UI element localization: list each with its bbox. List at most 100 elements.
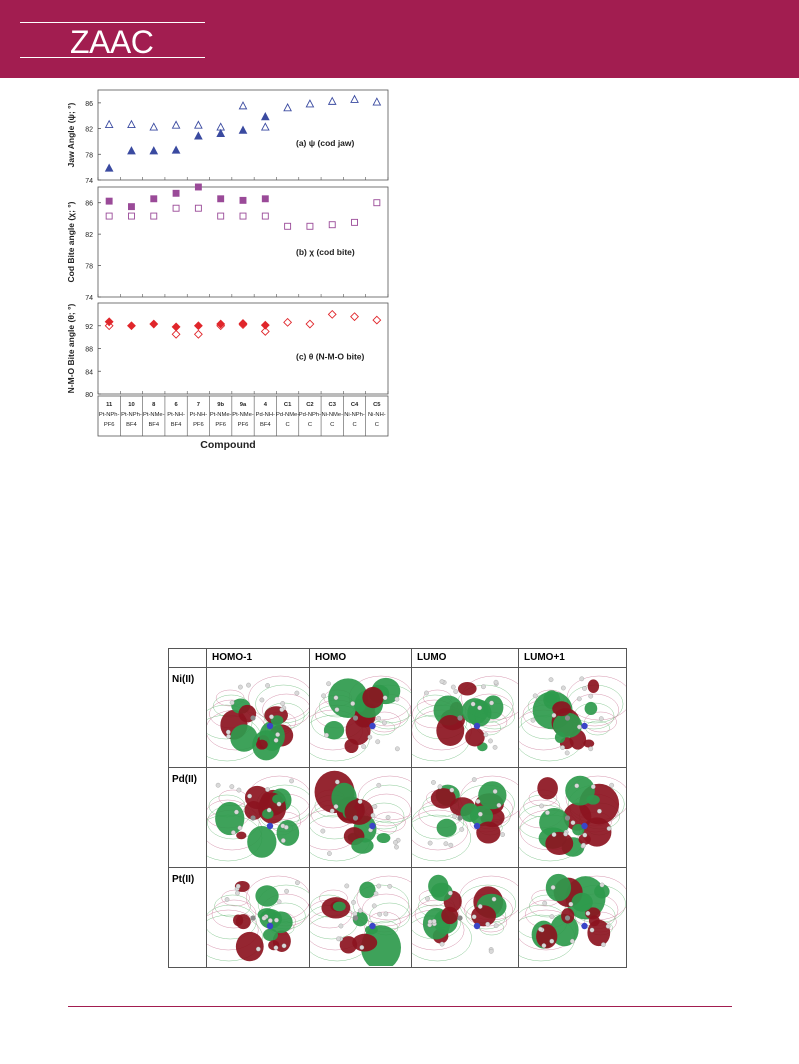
category-label: C bbox=[286, 422, 290, 428]
y-tick-label: 78 bbox=[85, 152, 93, 159]
category-label: Pt-NPh- bbox=[121, 412, 142, 418]
data-point bbox=[327, 96, 337, 105]
data-point bbox=[150, 212, 158, 220]
data-point bbox=[127, 119, 136, 128]
y-tick-label: 92 bbox=[85, 324, 93, 331]
y-tick-label: 82 bbox=[85, 127, 93, 134]
category-label: C bbox=[308, 422, 312, 428]
plot-frame bbox=[97, 89, 389, 181]
data-point bbox=[194, 120, 203, 129]
data-point bbox=[105, 197, 113, 205]
orbital-row-label: Pd(II) bbox=[168, 767, 207, 868]
data-point bbox=[216, 122, 226, 131]
data-point bbox=[373, 199, 381, 207]
category-label: Pt-NMe- bbox=[232, 412, 254, 418]
category-label: C1 bbox=[284, 402, 292, 408]
data-point bbox=[305, 319, 315, 329]
orbital-table: HOMO-1 HOMO LUMO LUMO+1 Ni(II) Pd(II) Pt… bbox=[168, 648, 627, 968]
data-point bbox=[104, 163, 114, 172]
panel-annotation: (a) ψ (cod jaw) bbox=[296, 138, 355, 148]
data-point bbox=[351, 218, 358, 226]
data-point bbox=[216, 319, 226, 329]
data-point bbox=[194, 131, 203, 140]
data-point bbox=[327, 309, 337, 319]
orbital-isosurface-render bbox=[412, 675, 518, 762]
angle-scatter-figure: 74 78 82 86 Jaw Angle (ψ; °) (a) ψ (cod jaw) 7… bbox=[66, 89, 389, 451]
category-label: PF6 bbox=[193, 422, 204, 428]
orbital-image bbox=[206, 667, 310, 768]
category-label: Pt-NH- bbox=[167, 412, 185, 418]
y-tick-label: 82 bbox=[85, 232, 93, 239]
orbital-column-header: HOMO-1 bbox=[206, 648, 310, 668]
data-point bbox=[216, 321, 226, 331]
category-label: C bbox=[375, 422, 379, 428]
data-point bbox=[239, 212, 247, 220]
orbital-image bbox=[309, 667, 412, 768]
orbital-isosurface-render bbox=[412, 775, 518, 862]
orbital-isosurface-render bbox=[310, 770, 411, 862]
category-label: 11 bbox=[106, 402, 113, 408]
category-label: C2 bbox=[306, 402, 313, 408]
category-label: C5 bbox=[373, 402, 381, 408]
data-point bbox=[149, 146, 159, 155]
category-label: Pd-NMe- bbox=[276, 412, 299, 418]
category-label: 10 bbox=[128, 402, 134, 408]
data-point bbox=[194, 183, 202, 191]
header-rule-top bbox=[20, 22, 205, 23]
data-point bbox=[127, 146, 136, 155]
data-point bbox=[305, 99, 315, 108]
orbital-row-label: Ni(II) bbox=[168, 667, 207, 768]
category-label: PF6 bbox=[215, 422, 226, 428]
data-point bbox=[171, 120, 181, 129]
y-axis-label: N-M-O Bite angle (θ; °) bbox=[66, 303, 76, 393]
orbital-isosurface-render bbox=[412, 874, 518, 962]
journal-header-bar: ZAAC bbox=[0, 0, 799, 78]
orbital-isosurface-render bbox=[207, 675, 309, 762]
journal-title: ZAAC bbox=[70, 24, 154, 60]
category-label: 9a bbox=[240, 402, 247, 408]
header-rule-bottom bbox=[20, 57, 205, 58]
data-point bbox=[194, 204, 202, 212]
orbital-column-header: LUMO+1 bbox=[518, 648, 627, 668]
plot-frame bbox=[97, 302, 389, 395]
data-point bbox=[172, 189, 180, 197]
category-label: Pd-NH- bbox=[256, 412, 275, 418]
x-axis-label: Compound bbox=[200, 439, 255, 451]
data-point bbox=[261, 212, 269, 220]
data-point bbox=[260, 122, 270, 131]
data-point bbox=[350, 94, 359, 103]
data-point bbox=[260, 320, 270, 330]
orbital-isosurface-render bbox=[310, 675, 411, 762]
category-label: 4 bbox=[264, 402, 268, 408]
data-point bbox=[104, 119, 114, 128]
orbital-isosurface-render bbox=[310, 875, 411, 966]
orbital-image bbox=[411, 867, 519, 968]
orbital-column-header: LUMO bbox=[411, 648, 519, 668]
category-label: C bbox=[352, 422, 356, 428]
y-tick-label: 84 bbox=[85, 369, 93, 376]
data-point bbox=[260, 327, 270, 336]
data-point bbox=[238, 319, 248, 328]
data-point bbox=[239, 196, 247, 204]
category-label: BF4 bbox=[126, 422, 137, 428]
data-point bbox=[171, 145, 181, 154]
category-label: C3 bbox=[329, 402, 337, 408]
data-point bbox=[171, 329, 181, 339]
y-tick-label: 78 bbox=[85, 264, 93, 271]
data-point bbox=[216, 128, 226, 137]
y-tick-label: 86 bbox=[85, 101, 93, 108]
category-label: Ni-NMe- bbox=[321, 412, 343, 418]
orbital-isosurface-render bbox=[207, 775, 309, 862]
orbital-image bbox=[411, 667, 519, 768]
y-tick-label: 74 bbox=[85, 178, 93, 185]
orbital-image bbox=[518, 767, 627, 868]
data-point bbox=[372, 315, 382, 325]
category-label: 6 bbox=[174, 402, 178, 408]
data-point bbox=[284, 222, 292, 230]
category-label: C4 bbox=[351, 402, 359, 408]
orbital-table-corner bbox=[168, 648, 207, 668]
data-point bbox=[283, 317, 293, 327]
data-point bbox=[127, 321, 136, 331]
y-axis-label: Jaw Angle (ψ; °) bbox=[66, 102, 76, 167]
category-label: 9b bbox=[217, 402, 224, 408]
